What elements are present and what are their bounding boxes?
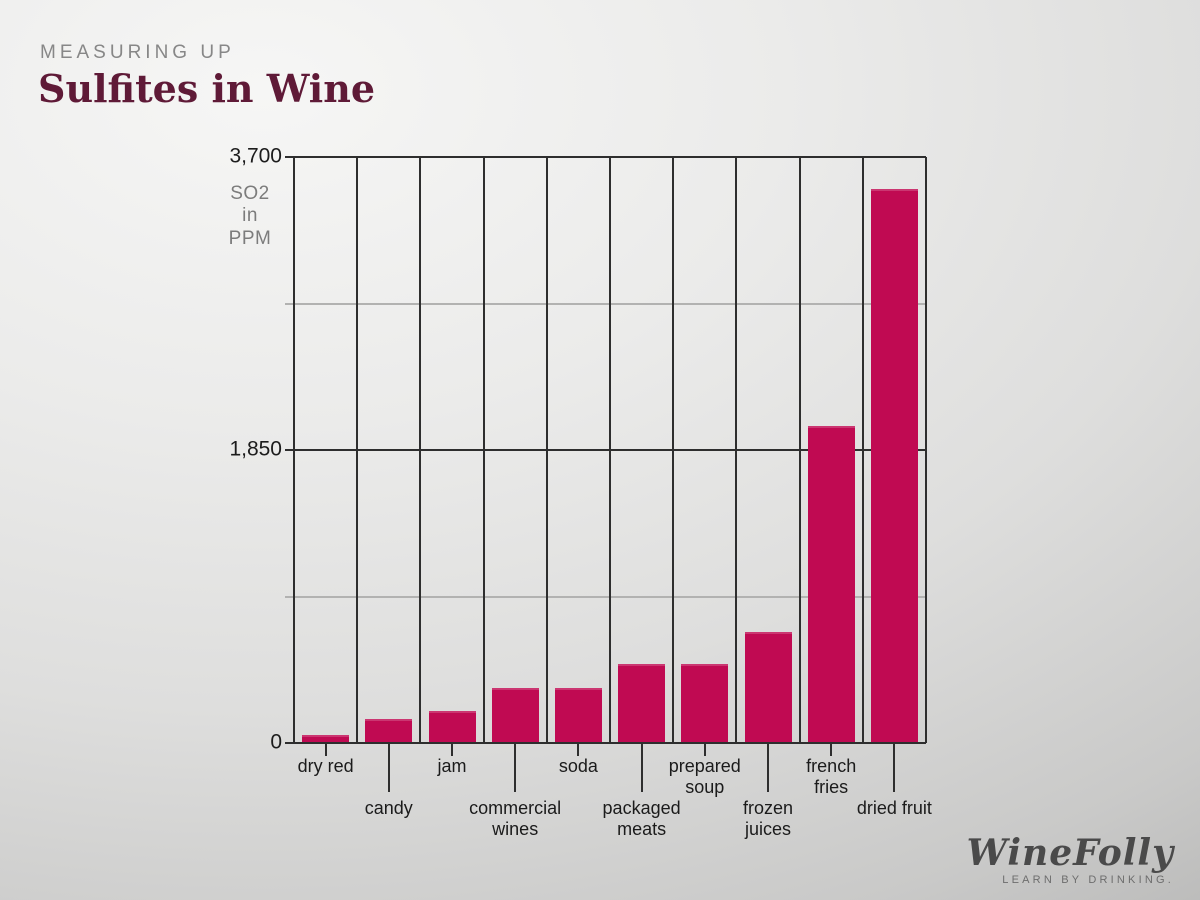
x-tick [451, 743, 453, 756]
v-gridline [482, 157, 485, 743]
bar-jam [428, 711, 476, 743]
v-gridline [672, 157, 675, 743]
x-tick [324, 743, 327, 756]
page-title: Sulfites in Wine [38, 66, 376, 111]
bar-dried-fruit [870, 189, 918, 743]
x-category-label: prepared soup [668, 756, 741, 797]
y-tick-label: 3,700 [229, 144, 282, 168]
bar-frozen-juices [744, 632, 792, 743]
minor-gridline [285, 302, 926, 305]
x-tick [387, 743, 390, 792]
x-tick [767, 743, 769, 792]
v-gridline [925, 157, 927, 743]
x-category-label: frozen juices [742, 798, 794, 839]
x-tick [577, 743, 580, 756]
x-category-label: packaged meats [602, 798, 681, 839]
bar-french-fries [807, 426, 855, 743]
bar-commercial-wines [491, 688, 539, 743]
major-gridline [285, 156, 926, 158]
bar-soda [554, 688, 602, 743]
x-tick [830, 743, 833, 756]
v-gridline [735, 157, 738, 743]
y-tick-label: 1,850 [229, 437, 282, 461]
x-tick [514, 743, 517, 792]
winefolly-logo: WineFolly LEARN BY DRINKING. [967, 835, 1174, 886]
v-gridline [609, 157, 611, 743]
winefolly-logo-text: WineFolly [966, 832, 1174, 874]
v-gridline [293, 157, 295, 743]
x-tick [703, 743, 706, 756]
bar-dry-red [302, 735, 350, 743]
winefolly-tagline: LEARN BY DRINKING. [1002, 874, 1174, 886]
x-tick [640, 743, 643, 792]
v-gridline [861, 157, 864, 743]
v-gridline [545, 157, 548, 743]
x-category-label: dry red [297, 756, 354, 776]
kicker: MEASURING UP [40, 42, 235, 63]
x-category-label: jam [437, 756, 467, 776]
bar-prepared-soup [681, 664, 729, 743]
x-category-label: commercial wines [469, 798, 562, 839]
x-tick [893, 743, 896, 792]
bar-packaged-meats [618, 664, 666, 743]
major-gridline [285, 449, 926, 451]
y-axis-unit-label: SO2 in PPM [228, 183, 272, 249]
v-gridline [419, 157, 422, 743]
x-category-label: french fries [806, 756, 857, 797]
x-category-label: soda [558, 756, 598, 776]
x-category-label: dried fruit [856, 798, 932, 818]
x-category-label: candy [364, 798, 413, 818]
y-tick-label: 0 [270, 730, 282, 754]
major-gridline [285, 742, 926, 744]
minor-gridline [285, 595, 926, 598]
plot-area: SO2 in PPM 3,700 1,850 0 dry red candy jam com… [229, 145, 932, 839]
v-gridline [356, 157, 359, 743]
v-gridline [798, 157, 801, 743]
bar-candy [365, 719, 413, 743]
